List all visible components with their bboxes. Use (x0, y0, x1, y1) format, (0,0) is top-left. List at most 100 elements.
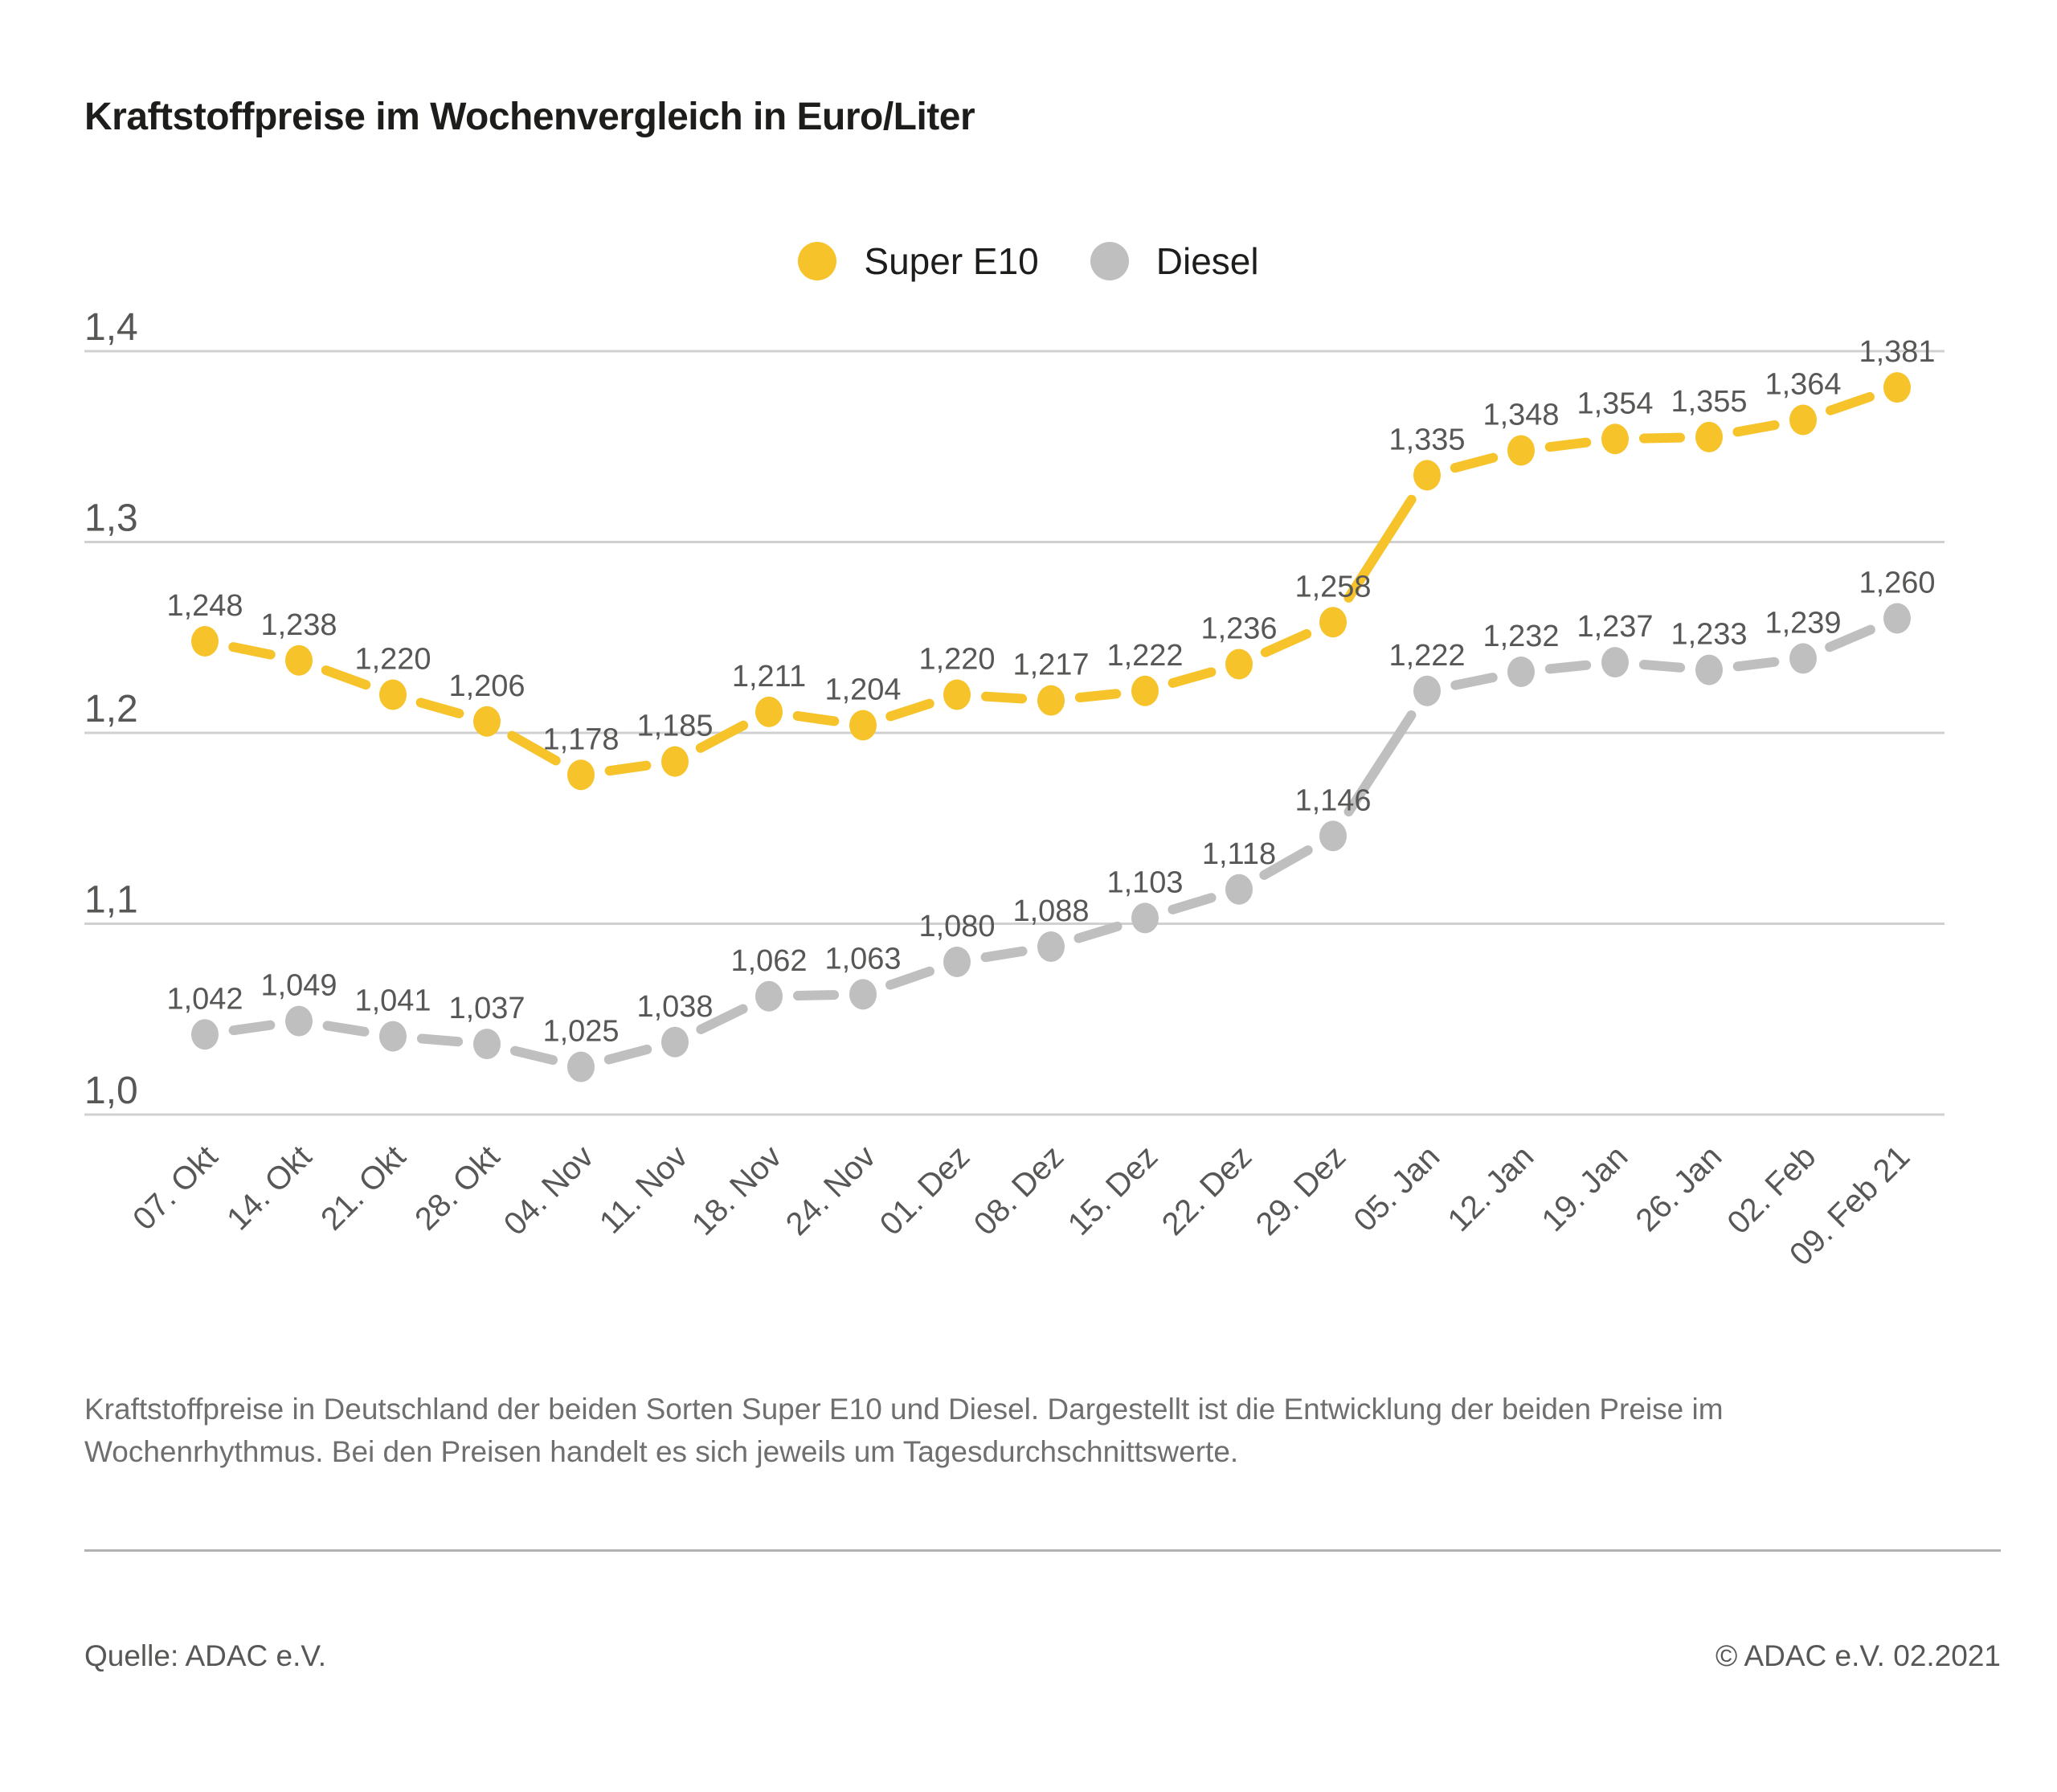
line-segment-diesel (885, 966, 934, 990)
x-tick-label: 21. Okt (314, 1139, 412, 1237)
line-segment-diesel (603, 1044, 652, 1065)
data-point-super-e10 (1225, 648, 1253, 680)
data-label-diesel: 1,118 (1202, 837, 1276, 871)
data-label-diesel: 1,260 (1859, 567, 1935, 600)
data-point-diesel (1601, 647, 1629, 678)
data-label-super-e10: 1,354 (1576, 387, 1653, 420)
data-label-super-e10: 1,355 (1671, 385, 1747, 419)
line-segment-super-e10 (1826, 391, 1875, 415)
data-point-diesel (473, 1029, 501, 1060)
x-tick-label: 11. Nov (593, 1139, 694, 1240)
data-label-diesel: 1,063 (824, 942, 901, 976)
data-label-super-e10: 1,211 (732, 660, 806, 693)
line-segment-diesel (1168, 893, 1217, 914)
data-label-diesel: 1,037 (448, 992, 525, 1025)
y-tick-label: 1,0 (84, 1070, 138, 1112)
x-tick-label: 28. Okt (408, 1139, 506, 1237)
data-point-diesel (755, 980, 783, 1012)
data-label-super-e10: 1,364 (1765, 368, 1841, 402)
data-point-diesel (379, 1021, 407, 1052)
data-label-diesel: 1,049 (260, 969, 337, 1003)
footer-divider (84, 1549, 2001, 1552)
x-tick-label: 29. Dez (1249, 1139, 1353, 1242)
y-tick-label: 1,3 (84, 497, 138, 540)
data-point-super-e10 (567, 759, 595, 791)
data-label-diesel: 1,146 (1294, 783, 1371, 817)
data-point-super-e10 (1131, 675, 1159, 706)
data-label-diesel: 1,237 (1576, 610, 1653, 644)
x-tick-label: 01. Dez (873, 1139, 977, 1242)
x-tick-label: 26. Jan (1629, 1139, 1728, 1238)
data-label-diesel: 1,038 (636, 990, 713, 1024)
data-label-super-e10: 1,335 (1388, 423, 1465, 456)
x-tick-label: 14. Okt (220, 1139, 318, 1237)
data-point-super-e10 (849, 710, 877, 741)
data-label-super-e10: 1,204 (824, 673, 901, 707)
data-point-diesel (1883, 603, 1911, 634)
data-point-diesel (661, 1026, 689, 1058)
data-point-super-e10 (1413, 460, 1441, 491)
line-segment-super-e10 (1638, 432, 1686, 444)
y-tick-label: 1,4 (84, 306, 138, 349)
line-segment-super-e10 (1450, 452, 1499, 473)
line-segment-super-e10 (415, 698, 464, 718)
data-point-diesel (567, 1051, 595, 1082)
line-segment-super-e10 (1544, 437, 1592, 452)
data-point-super-e10 (1695, 421, 1723, 452)
data-point-super-e10 (1319, 607, 1347, 638)
legend-label-super-e10: Super E10 (864, 240, 1039, 282)
data-label-diesel: 1,062 (730, 944, 807, 978)
data-point-super-e10 (1601, 423, 1629, 455)
data-label-diesel: 1,025 (542, 1015, 619, 1049)
line-segment-super-e10 (1343, 494, 1417, 603)
chart-title: Kraftstoffpreise im Wochenvergleich in E… (84, 96, 975, 138)
line-segment-diesel (792, 990, 840, 1001)
data-point-diesel (849, 979, 877, 1010)
x-tick-label: 08. Dez (967, 1139, 1071, 1242)
data-label-diesel: 1,222 (1388, 639, 1465, 673)
data-label-diesel: 1,088 (1012, 894, 1089, 928)
data-label-diesel: 1,080 (918, 910, 995, 943)
line-segment-super-e10 (507, 730, 561, 766)
x-tick-label: 15. Dez (1061, 1139, 1165, 1242)
data-label-super-e10: 1,185 (636, 710, 713, 743)
data-label-diesel: 1,233 (1671, 618, 1747, 652)
data-point-super-e10 (191, 626, 219, 657)
line-segment-super-e10 (1732, 419, 1780, 437)
line-segment-diesel (1638, 660, 1686, 673)
data-point-super-e10 (473, 706, 501, 737)
line-segment-super-e10 (604, 760, 652, 776)
footer-source: Quelle: ADAC e.V. (84, 1639, 326, 1672)
data-point-diesel (1131, 902, 1159, 934)
line-segment-diesel (416, 1033, 464, 1047)
super-e10-dot-icon (798, 242, 837, 280)
data-label-super-e10: 1,381 (1859, 335, 1935, 369)
x-tick-label: 07. Okt (126, 1139, 224, 1237)
data-point-diesel (191, 1019, 219, 1050)
data-point-diesel (1037, 931, 1065, 962)
data-label-diesel: 1,042 (166, 982, 243, 1016)
line-segment-super-e10 (228, 642, 276, 660)
line-segment-super-e10 (980, 691, 1028, 704)
data-label-super-e10: 1,258 (1294, 570, 1371, 603)
x-tick-label: 19. Jan (1535, 1139, 1634, 1238)
line-segment-diesel (1450, 673, 1498, 690)
data-label-super-e10: 1,206 (448, 669, 525, 703)
data-label-super-e10: 1,220 (918, 643, 995, 677)
footer-copyright: © ADAC e.V. 02.2021 (1715, 1639, 2001, 1672)
line-segment-super-e10 (695, 720, 749, 753)
x-tick-label: 12. Jan (1441, 1139, 1540, 1238)
line-segment-super-e10 (792, 710, 840, 726)
diesel-dot-icon (1090, 242, 1129, 280)
line-segment-super-e10 (885, 698, 934, 722)
data-point-super-e10 (1507, 435, 1535, 466)
data-point-super-e10 (285, 644, 313, 676)
line-segment-diesel (696, 1004, 748, 1034)
x-tick-label: 04. Nov (497, 1139, 601, 1242)
data-point-super-e10 (1883, 372, 1911, 403)
data-point-diesel (943, 947, 971, 977)
x-tick-label: 05. Jan (1347, 1139, 1446, 1238)
line-segment-super-e10 (1260, 628, 1312, 657)
line-segment-diesel (980, 946, 1028, 963)
